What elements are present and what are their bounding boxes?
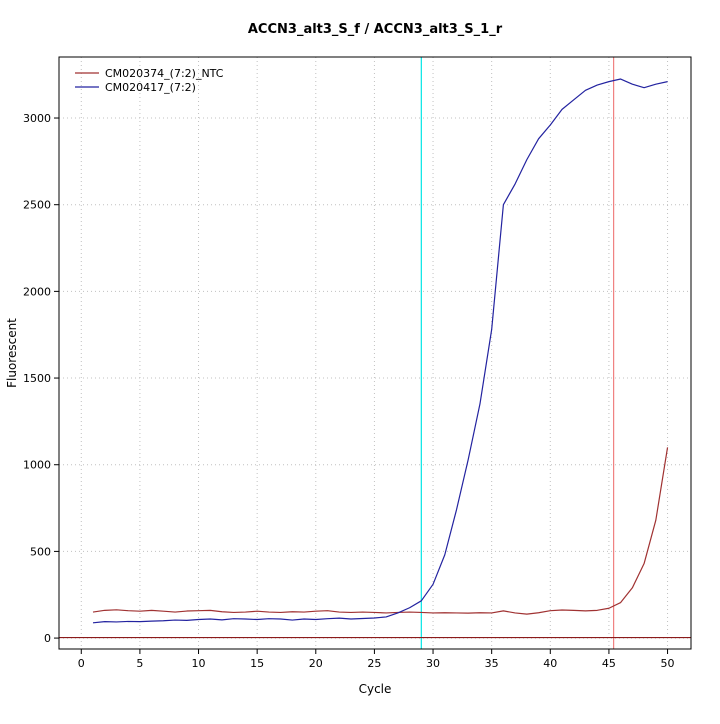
series-line-CM020374_(7:2)_NTC — [92, 447, 669, 615]
chart-title: ACCN3_alt3_S_f / ACCN3_alt3_S_1_r — [247, 22, 503, 37]
x-tick-label: 35 — [485, 657, 499, 670]
x-tick-label: 40 — [543, 657, 557, 670]
x-tick-label: 50 — [661, 657, 675, 670]
y-tick-label: 500 — [30, 545, 51, 558]
x-tick-label: 20 — [309, 657, 323, 670]
y-tick-label: 2500 — [23, 199, 51, 212]
x-tick-label: 15 — [250, 657, 264, 670]
series-line-CM020417_(7:2) — [92, 78, 668, 624]
y-tick-label: 3000 — [23, 112, 51, 125]
y-axis-label: Fluorescent — [5, 318, 19, 388]
plot-box — [58, 56, 692, 650]
y-tick-label: 1000 — [23, 459, 51, 472]
x-tick-label: 45 — [602, 657, 616, 670]
legend-label: CM020374_(7:2)_NTC — [105, 67, 224, 80]
x-tick-label: 10 — [192, 657, 206, 670]
x-tick-label: 30 — [426, 657, 440, 670]
x-axis-label: Cycle — [359, 682, 392, 696]
x-tick-label: 0 — [78, 657, 85, 670]
y-tick-label: 2000 — [23, 285, 51, 298]
legend-label: CM020417_(7:2) — [105, 81, 196, 94]
y-tick-label: 0 — [44, 632, 51, 645]
x-tick-label: 5 — [136, 657, 143, 670]
x-tick-label: 25 — [367, 657, 381, 670]
y-tick-label: 1500 — [23, 372, 51, 385]
